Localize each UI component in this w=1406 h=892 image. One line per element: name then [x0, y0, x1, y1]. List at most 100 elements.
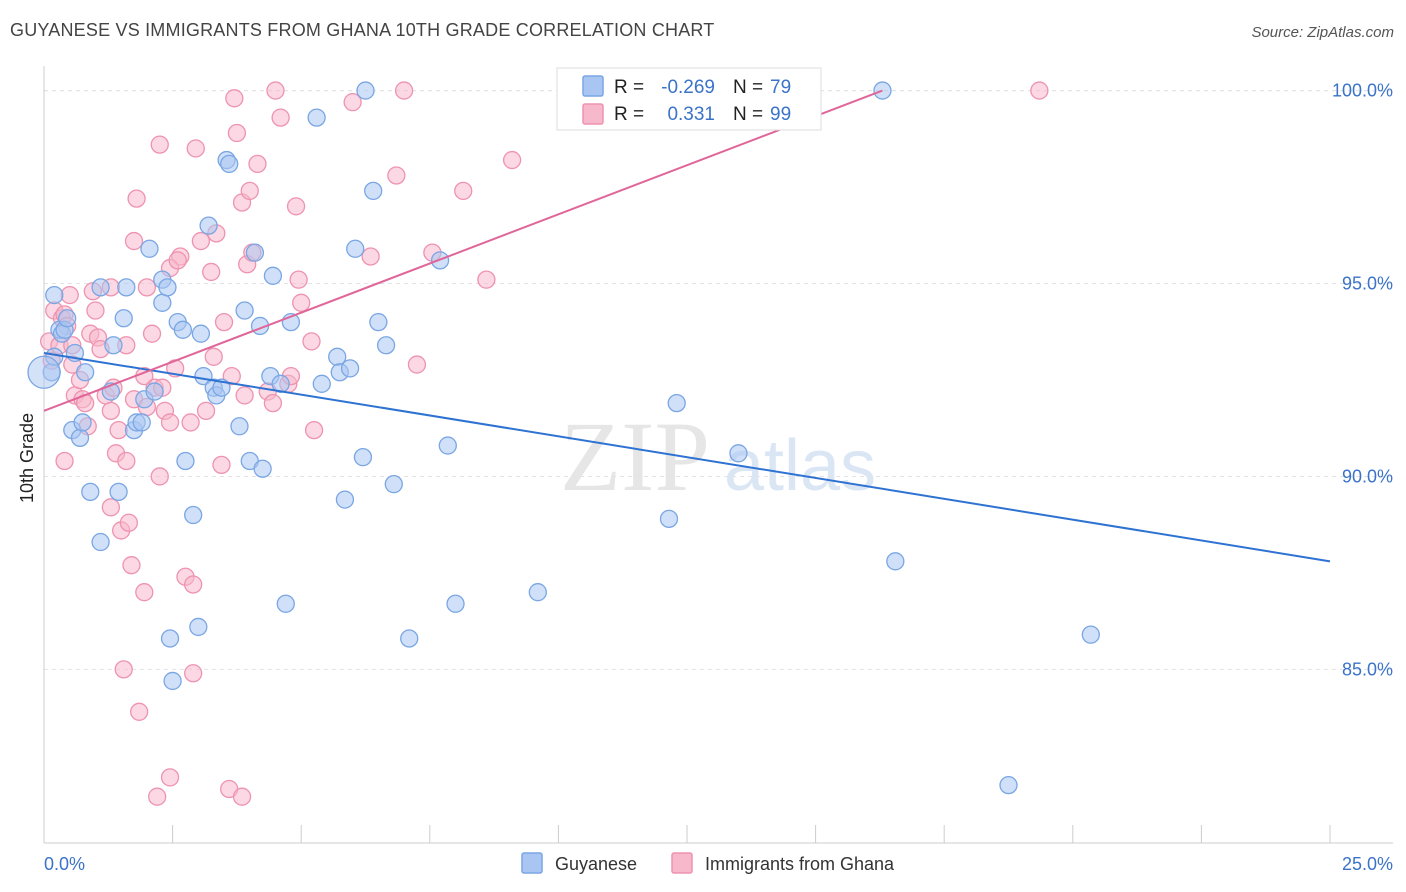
ghana-point: [266, 81, 285, 100]
guyanese-point: [335, 490, 355, 509]
guyanese-point: [230, 417, 249, 436]
legend-ghana-swatch: [671, 852, 693, 874]
guyanese-point: [263, 266, 283, 285]
y-tick-label: 100.0%: [1332, 81, 1393, 101]
ghana-point: [361, 247, 380, 266]
ghana-point: [302, 332, 321, 351]
guyanese-point-large: [27, 355, 61, 389]
guyanese-point: [91, 532, 110, 552]
legend-n-value-1: 79: [770, 77, 791, 98]
ghana-point: [168, 251, 187, 270]
axes: 85.0% 90.0% 95.0% 100.0%: [43, 66, 1393, 844]
guyanese-point: [176, 451, 195, 471]
ghana-point: [232, 787, 252, 806]
ghana-point: [160, 413, 180, 432]
guyanese-point: [346, 239, 365, 258]
ghana-point: [109, 420, 128, 440]
ghana-point: [119, 513, 139, 532]
guyanese-point: [173, 320, 193, 339]
legend-n-label-2: N =: [733, 104, 763, 125]
guyanese-point: [140, 239, 159, 258]
guyanese-point: [73, 413, 92, 432]
ghana-point: [214, 312, 234, 332]
ghana-point: [150, 467, 169, 486]
guyanese-point: [364, 181, 383, 201]
ghana-point: [127, 189, 146, 208]
ghana-point: [227, 123, 247, 143]
guyanese-point: [81, 482, 100, 502]
guyanese-point: [312, 374, 331, 393]
ghana-point: [212, 455, 231, 475]
guyanese-point: [70, 428, 90, 448]
ghana-point: [60, 285, 79, 305]
guyanese-point: [729, 444, 748, 463]
ghana-point: [502, 150, 522, 170]
ghana-point: [135, 583, 154, 602]
ghana-point: [150, 135, 169, 154]
guyanese-point: [999, 775, 1018, 795]
guyanese-point: [376, 336, 396, 355]
ghana-point: [55, 451, 74, 471]
guyanese-point: [446, 594, 465, 613]
ghana-point: [292, 293, 311, 312]
guyanese-point: [353, 447, 373, 467]
ghana-point: [184, 664, 203, 683]
ghana-point: [304, 420, 324, 440]
guyanese-point: [114, 309, 133, 328]
scatter-points: [27, 81, 1100, 806]
ghana-point: [235, 386, 254, 405]
guyanese-point: [109, 482, 128, 502]
ghana-point: [222, 366, 241, 386]
ghana-point: [137, 278, 157, 297]
legend-n-value-2: 99: [770, 104, 791, 125]
ghana-point: [184, 575, 203, 594]
ghana-point: [191, 231, 211, 251]
watermark: ZIP atlas: [560, 401, 876, 512]
ghana-point: [86, 301, 105, 320]
ghana-point: [202, 262, 221, 282]
ghana-point: [142, 324, 162, 343]
ghana-point: [196, 401, 216, 420]
legend-pink-swatch: [582, 103, 604, 125]
guyanese-point: [271, 374, 290, 393]
legend-stats: R = -0.269 N = 79 R = 0.331 N = 99: [556, 67, 822, 131]
y-tick-label: 90.0%: [1342, 466, 1393, 486]
legend-n-label-1: N =: [733, 77, 763, 98]
ghana-point: [387, 166, 406, 185]
gridlines: [44, 90, 1393, 670]
guyanese-point: [158, 278, 177, 297]
ghana-point: [407, 355, 427, 374]
ghana-point: [101, 401, 121, 420]
guyanese-point: [659, 509, 679, 529]
ghana-point: [101, 498, 121, 517]
ghana-point: [225, 89, 244, 108]
guyanese-point: [91, 278, 110, 297]
ghana-point: [343, 93, 362, 112]
guyanese-point: [886, 552, 905, 571]
ghana-point: [160, 768, 180, 787]
guyanese-point: [189, 617, 208, 637]
guyanese-point: [163, 671, 182, 691]
legend-r-value-2: 0.331: [667, 104, 715, 125]
guyanese-point: [667, 393, 686, 413]
ghana-point: [1030, 81, 1049, 100]
ghana-point: [240, 181, 259, 201]
guyanese-point: [245, 243, 265, 262]
ghana-point: [286, 197, 306, 216]
guyanese-point: [276, 594, 295, 613]
guyanese-point: [153, 293, 172, 312]
guyanese-point: [438, 436, 457, 455]
guyanese-point: [199, 216, 218, 235]
ghana-trend-line: [43, 89, 883, 412]
chart-title: GUYANESE VS IMMIGRANTS FROM GHANA 10TH G…: [10, 20, 715, 40]
guyanese-point: [400, 629, 419, 648]
x-tick-label-max: 25.0%: [1342, 854, 1393, 874]
ghana-point: [394, 81, 414, 100]
guyanese-point: [191, 324, 211, 343]
ghana-point: [248, 154, 267, 174]
guyanese-point: [1081, 625, 1100, 644]
guyanese-point: [220, 154, 239, 174]
guyanese-point: [117, 278, 136, 297]
legend-guyanese-swatch: [521, 852, 543, 874]
guyanese-point: [160, 629, 180, 648]
